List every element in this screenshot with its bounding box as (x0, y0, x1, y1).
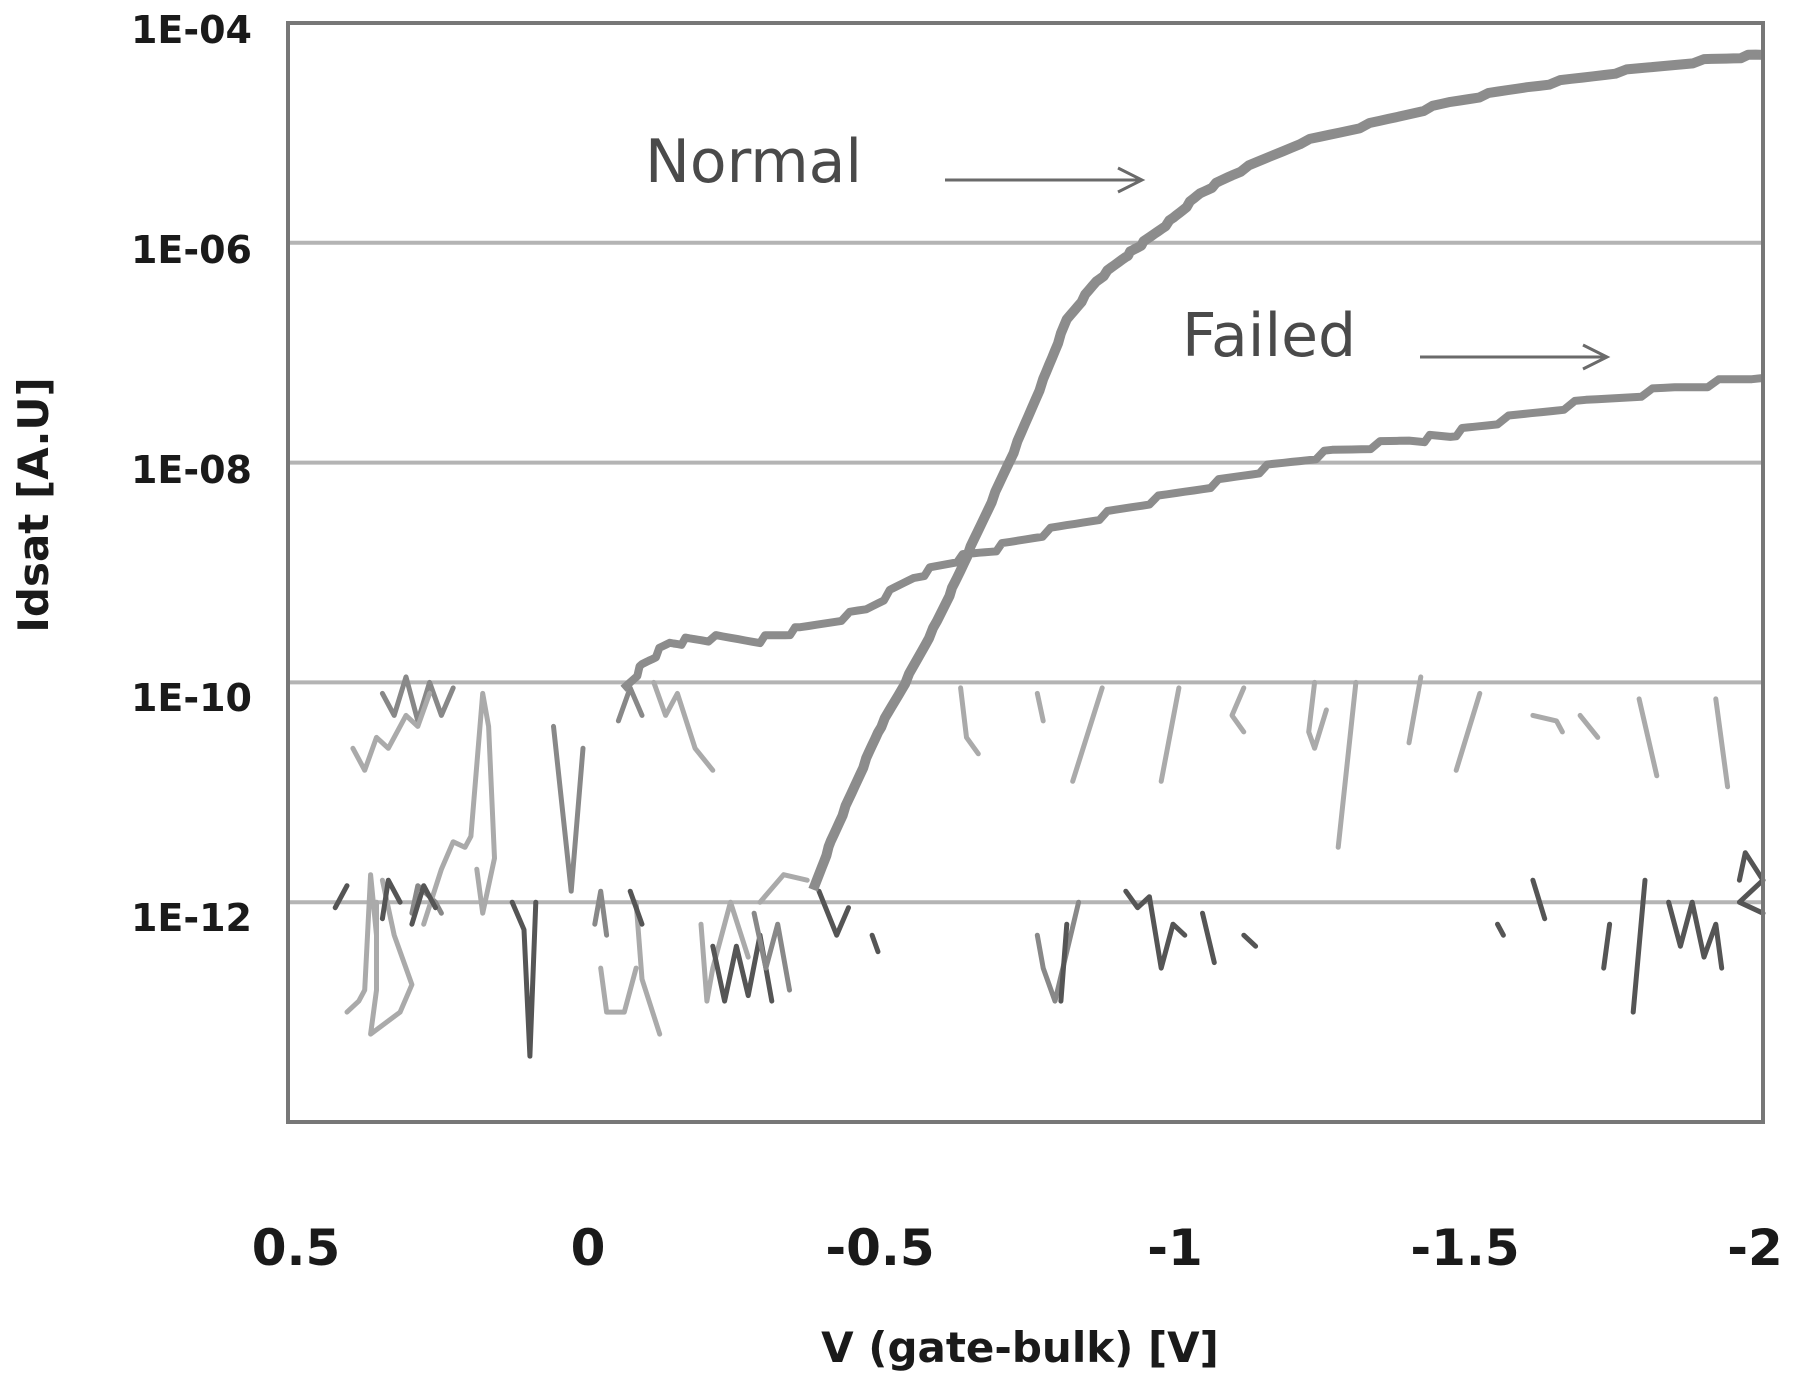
noise-trace (1636, 696, 1660, 779)
noise-trace (1034, 690, 1046, 724)
failed-curve (620, 374, 1764, 692)
noise-trace (633, 899, 663, 1037)
x-tick-label: -1 (1147, 1219, 1203, 1277)
gridlines (288, 21, 1763, 905)
x-tick-label: 0 (571, 1219, 606, 1277)
y-tick-label: 1E-04 (131, 8, 252, 52)
noise-trace (1123, 888, 1188, 971)
noise-trace (350, 690, 433, 773)
noise-trace (1495, 921, 1506, 938)
noise-trace (379, 877, 403, 922)
y-tick-label: 1E-08 (131, 448, 252, 492)
failed-arrow-icon (1420, 343, 1611, 371)
noise-trace (1335, 679, 1359, 850)
normal-arrow-icon (945, 166, 1146, 194)
noise-trace (1158, 685, 1182, 784)
noise-trace (1601, 921, 1613, 971)
noise-trace (1530, 712, 1565, 735)
noise-traces (332, 674, 1766, 1059)
noise-trace (816, 888, 851, 938)
y-axis-ticks: 1E-04 1E-06 1E-08 1E-10 1E-12 (131, 8, 252, 940)
x-axis-ticks: 0.5 0 -0.5 -1 -1.5 -2 (252, 1219, 1783, 1277)
noise-trace (1306, 679, 1329, 751)
x-axis-title: V (gate-bulk) [V] (821, 1323, 1219, 1372)
noise-trace (958, 685, 981, 757)
noise-trace (1200, 910, 1217, 966)
noise-trace (1530, 877, 1548, 922)
noise-trace (751, 910, 792, 993)
y-tick-label: 1E-12 (131, 896, 252, 940)
x-tick-label: -0.5 (825, 1219, 934, 1277)
x-tick-label: -1.5 (1410, 1219, 1519, 1277)
noise-trace (1070, 685, 1105, 784)
x-tick-label: -2 (1727, 1219, 1783, 1277)
noise-trace (1034, 899, 1082, 1004)
noise-trace (598, 965, 639, 1015)
noise-trace (1666, 899, 1725, 971)
noise-trace (421, 690, 497, 927)
noise-trace (1241, 932, 1259, 949)
normal-annotation-label: Normal (645, 127, 862, 197)
noise-trace (551, 723, 586, 894)
y-tick-label: 1E-06 (131, 228, 252, 272)
noise-trace (615, 685, 645, 724)
noise-trace (1229, 685, 1247, 735)
x-tick-label: 0.5 (252, 1219, 341, 1277)
noise-trace (757, 872, 810, 905)
noise-trace (651, 679, 716, 773)
normal-curve (808, 49, 1764, 892)
noise-trace (1630, 877, 1648, 1015)
y-axis-title: Idsat [A.U] (9, 377, 58, 632)
failed-annotation-label: Failed (1182, 301, 1356, 371)
y-tick-label: 1E-10 (131, 676, 252, 720)
noise-trace (344, 872, 379, 1015)
noise-trace (1406, 674, 1424, 746)
noise-trace (592, 888, 610, 938)
noise-trace (1713, 696, 1731, 790)
noise-trace (509, 899, 539, 1059)
noise-trace (368, 877, 415, 1037)
noise-trace (332, 883, 350, 911)
noise-trace (869, 932, 881, 955)
noise-trace (1453, 690, 1483, 773)
noise-trace (1058, 921, 1070, 1004)
plot-frame (286, 21, 1765, 1124)
noise-trace (627, 888, 645, 927)
noise-trace (409, 883, 438, 927)
noise-trace (698, 899, 751, 1004)
noise-trace (1577, 712, 1601, 740)
